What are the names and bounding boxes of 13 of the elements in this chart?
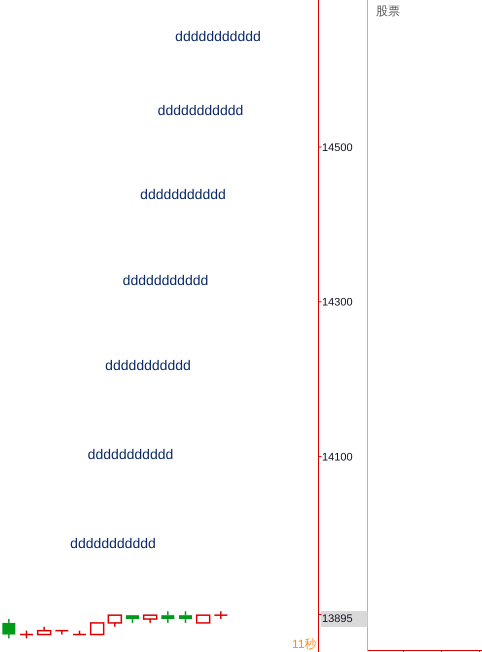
y-tick-label: 14500 <box>322 142 353 154</box>
y-tick-label: 14100 <box>322 452 353 464</box>
annotation: ddddddddddd <box>158 102 244 118</box>
y-tick-label: 14300 <box>322 296 353 309</box>
annotation: 股票 <box>376 4 400 18</box>
annotation: ddddddddddd <box>175 28 261 44</box>
annotation: ddddddddddd <box>105 357 191 373</box>
annotation: ddddddddddd <box>88 446 174 462</box>
annotation: 11秒 <box>292 637 316 651</box>
annotation: ddddddddddd <box>140 186 226 202</box>
annotation: ddddddddddd <box>70 535 156 551</box>
price-tag: 13895 <box>318 611 368 627</box>
annotation: ddddddddddd <box>122 272 208 288</box>
